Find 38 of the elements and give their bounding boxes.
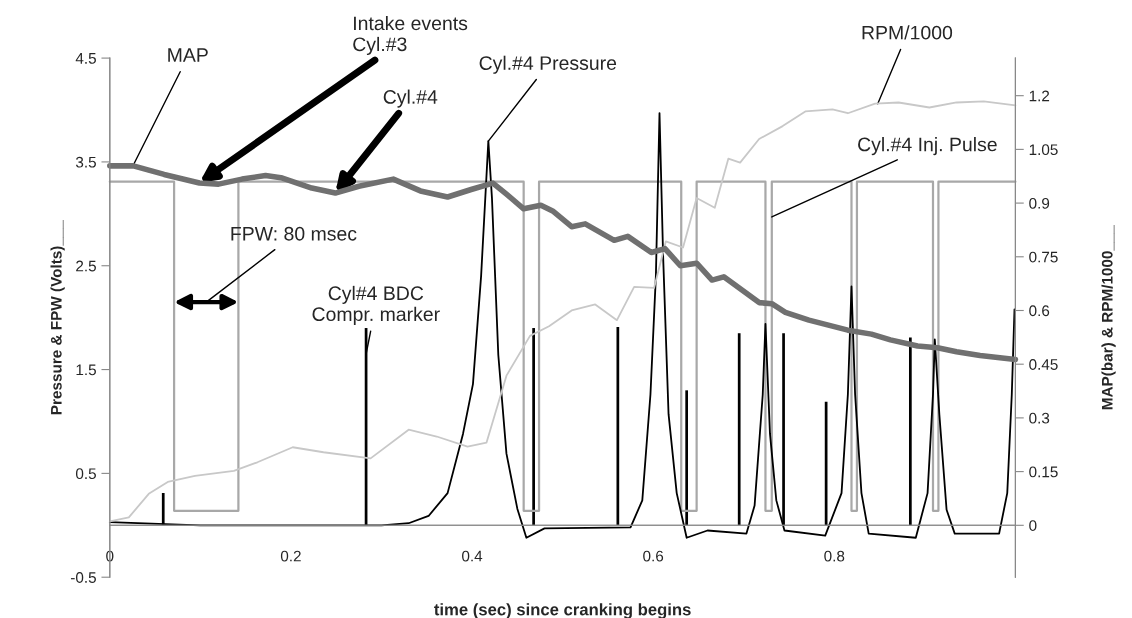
bar [161, 493, 165, 526]
y-axis-title: Pressure & FPW (Volts)___ [50, 220, 65, 415]
annotation: FPW: 80 msec [231, 226, 357, 241]
y2-tick-label: 0.3 [1029, 412, 1050, 424]
annotation: Cyl.#4 [383, 89, 438, 108]
y2-tick-label: 0.6 [1029, 305, 1050, 317]
bar [782, 333, 785, 526]
y-tick-label: 0.5 [75, 468, 96, 480]
bar [616, 327, 620, 526]
bar [532, 328, 535, 526]
y2-tick-label: 0.9 [1029, 197, 1050, 209]
x-tick-label: 0.8 [824, 550, 845, 562]
bar [909, 337, 912, 526]
annotation: RPM/1000 [862, 25, 953, 40]
y-tick-label: -0.5 [70, 572, 96, 583]
x-tick-label: 0.6 [643, 550, 664, 562]
y2-tick-label: 1.05 [1029, 144, 1058, 156]
y2-tick-label: 0.75 [1029, 251, 1058, 263]
y-tick-label: 3.5 [75, 156, 96, 168]
y2-tick-label: 0.15 [1029, 466, 1058, 478]
y-tick-label: 4.5 [75, 53, 96, 64]
annotation: MAP [168, 48, 208, 62]
annotation: Cyl#4 BDC Compr. marker [312, 285, 440, 325]
x-tick-label: 0 [106, 550, 114, 562]
y-tick-label: 2.5 [76, 260, 96, 272]
x-tick-label: 0.4 [462, 550, 483, 562]
y2-axis-title: MAP(bar) & RPM/1000___ [1101, 224, 1116, 410]
x-axis-title: time (sec) since cranking begins [434, 603, 691, 618]
y2-tick-label: 1.2 [1029, 90, 1050, 102]
annotation: Cyl.#4 Pressure [479, 55, 617, 74]
annotation: Cyl.#4 Inj. Pulse [858, 137, 997, 156]
bar [737, 333, 741, 526]
y2-tick-label: 0.45 [1029, 359, 1058, 370]
bar [685, 390, 689, 526]
y2-tick-label: 0 [1029, 520, 1037, 531]
annotation: Intake events Cyl.#3 [353, 15, 468, 55]
x-tick-label: 0.2 [280, 550, 301, 562]
y-tick-label: 1.5 [76, 364, 96, 376]
